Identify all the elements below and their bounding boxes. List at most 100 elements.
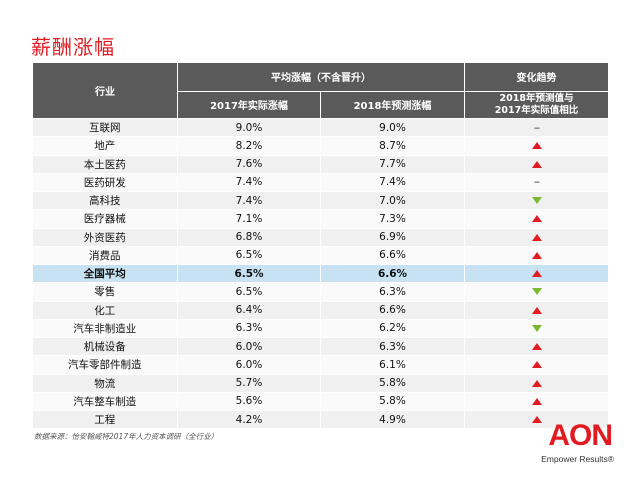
trend-cell [464, 374, 609, 393]
logo-tagline: Empower Results® [541, 454, 614, 464]
table-row: 汽车零部件制造 6.0% 6.1% [32, 355, 609, 375]
no-change-dash: -- [533, 177, 540, 189]
trend-cell [464, 410, 609, 430]
green-down-triangle-icon [531, 197, 542, 205]
actual-2017-cell: 6.3% [177, 319, 321, 339]
industry-cell: 外资医药 [32, 228, 178, 247]
header-trend-comparison: 2018年预测值与 2017年实际值相比 [464, 90, 609, 119]
industry-cell: 工程 [32, 410, 178, 430]
logo-wordmark: AON [548, 419, 613, 452]
industry-cell: 地产 [32, 136, 178, 156]
forecast-2018-cell: 8.7% [320, 136, 465, 156]
page-title: 薪酬涨幅 [31, 35, 115, 59]
header-trend-line1: 2018年预测值与 [499, 92, 574, 104]
industry-cell: 汽车非制造业 [32, 319, 178, 339]
actual-2017-cell: 6.0% [177, 337, 321, 357]
forecast-2018-cell: 6.3% [320, 282, 465, 302]
table-row: 外资医药 6.8% 6.9% [32, 228, 609, 247]
table-row: 化工 6.4% 6.6% [32, 301, 609, 320]
forecast-2018-cell: 6.6% [320, 246, 465, 266]
header-trend-line2: 2017年实际值相比 [494, 104, 579, 116]
forecast-2018-cell: 7.7% [320, 155, 465, 174]
industry-cell: 汽车零部件制造 [32, 355, 178, 375]
table-body: 互联网 9.0% 9.0% -- 地产 8.2% 8.7% 本土医药 7.6% 7.7% 医药研发 7… [32, 118, 609, 430]
forecast-2018-cell: 7.4% [320, 173, 465, 193]
actual-2017-cell: 6.5% [177, 282, 321, 302]
green-down-triangle-icon [531, 288, 542, 296]
trend-cell: -- [464, 173, 609, 193]
forecast-2018-cell: 5.8% [320, 374, 465, 393]
forecast-2018-cell: 6.3% [320, 337, 465, 357]
forecast-2018-cell: 6.9% [320, 228, 465, 247]
actual-2017-cell: 8.2% [177, 136, 321, 156]
trend-cell [464, 191, 609, 211]
red-up-triangle-icon [531, 416, 542, 424]
red-up-triangle-icon [531, 160, 542, 168]
actual-2017-cell: 6.5% [177, 264, 321, 284]
actual-2017-cell: 9.0% [177, 118, 321, 138]
aon-logo: AON Empower Results® [518, 420, 618, 470]
actual-2017-cell: 7.4% [177, 191, 321, 211]
forecast-2018-cell: 6.2% [320, 319, 465, 339]
trend-cell [464, 136, 609, 156]
table-row: 医疗器械 7.1% 7.3% [32, 209, 609, 229]
actual-2017-cell: 7.4% [177, 173, 321, 193]
table-row: 本土医药 7.6% 7.7% [32, 155, 609, 174]
table-row: 机械设备 6.0% 6.3% [32, 337, 609, 357]
red-up-triangle-icon [531, 361, 542, 369]
header-industry: 行业 [32, 62, 178, 119]
industry-cell: 互联网 [32, 118, 178, 138]
salary-increase-table: 行业 平均涨幅（不含晋升） 变化趋势 2017年实际涨幅 2018年预测涨幅 2… [32, 62, 609, 430]
table-row: 高科技 7.4% 7.0% [32, 191, 609, 211]
header-forecast-2018: 2018年预测涨幅 [320, 90, 465, 119]
actual-2017-cell: 5.6% [177, 392, 321, 412]
industry-cell: 本土医药 [32, 155, 178, 174]
table-row: 汽车整车制造 5.6% 5.8% [32, 392, 609, 412]
trend-cell [464, 355, 609, 375]
table-row: 工程 4.2% 4.9% [32, 410, 609, 430]
industry-cell: 全国平均 [32, 264, 178, 284]
trend-cell [464, 209, 609, 229]
actual-2017-cell: 7.1% [177, 209, 321, 229]
table-row: 地产 8.2% 8.7% [32, 136, 609, 156]
industry-cell: 零售 [32, 282, 178, 302]
red-up-triangle-icon [531, 251, 542, 259]
table-row: 零售 6.5% 6.3% [32, 282, 609, 302]
table-row: 消费品 6.5% 6.6% [32, 246, 609, 266]
trend-cell [464, 319, 609, 339]
trend-cell [464, 246, 609, 266]
green-down-triangle-icon [531, 324, 542, 332]
red-up-triangle-icon [531, 215, 542, 223]
industry-cell: 化工 [32, 301, 178, 320]
industry-cell: 机械设备 [32, 337, 178, 357]
trend-cell: -- [464, 118, 609, 138]
industry-cell: 汽车整车制造 [32, 392, 178, 412]
industry-cell: 物流 [32, 374, 178, 393]
header-trend: 变化趋势 [464, 62, 609, 92]
red-up-triangle-icon [531, 270, 542, 278]
trend-cell [464, 228, 609, 247]
actual-2017-cell: 6.8% [177, 228, 321, 247]
industry-cell: 医疗器械 [32, 209, 178, 229]
actual-2017-cell: 7.6% [177, 155, 321, 174]
header-actual-2017: 2017年实际涨幅 [177, 90, 321, 119]
forecast-2018-cell: 9.0% [320, 118, 465, 138]
forecast-2018-cell: 6.6% [320, 264, 465, 284]
trend-cell [464, 282, 609, 302]
table-row: 医药研发 7.4% 7.4% -- [32, 173, 609, 193]
forecast-2018-cell: 5.8% [320, 392, 465, 412]
table-row: 汽车非制造业 6.3% 6.2% [32, 319, 609, 339]
trend-cell [464, 337, 609, 357]
trend-cell [464, 301, 609, 320]
forecast-2018-cell: 7.3% [320, 209, 465, 229]
industry-cell: 消费品 [32, 246, 178, 266]
red-up-triangle-icon [531, 397, 542, 405]
forecast-2018-cell: 7.0% [320, 191, 465, 211]
industry-cell: 医药研发 [32, 173, 178, 193]
industry-cell: 高科技 [32, 191, 178, 211]
forecast-2018-cell: 6.1% [320, 355, 465, 375]
trend-cell [464, 155, 609, 174]
red-up-triangle-icon [531, 306, 542, 314]
header-avg-increase: 平均涨幅（不含晋升） [177, 62, 465, 92]
actual-2017-cell: 6.0% [177, 355, 321, 375]
